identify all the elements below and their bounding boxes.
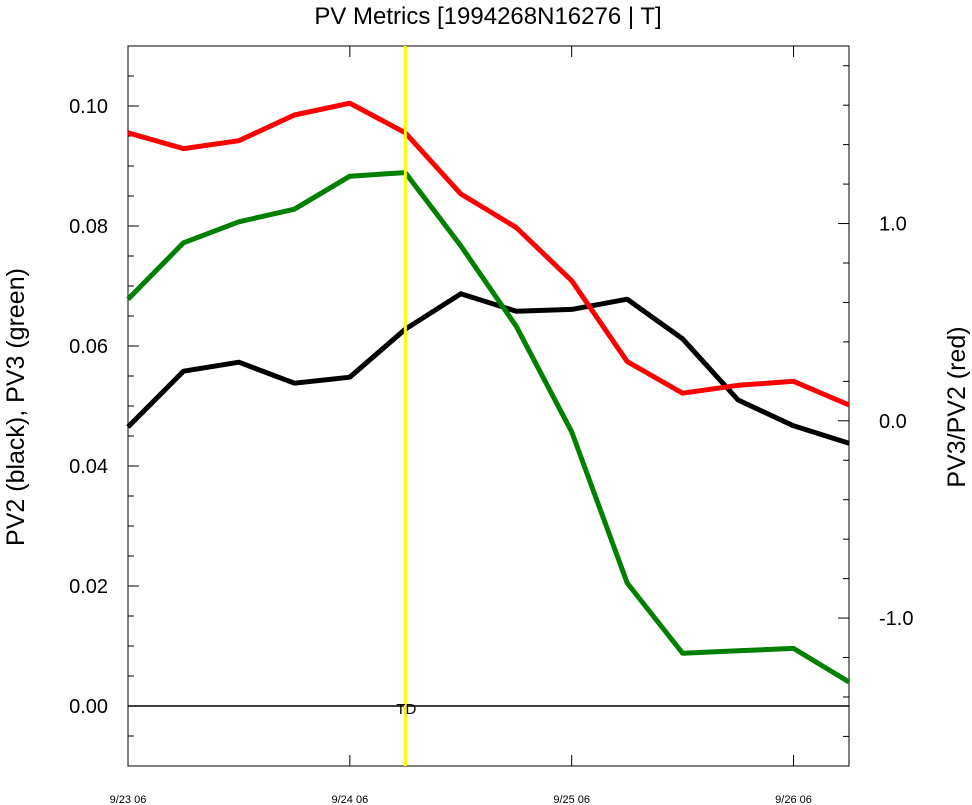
right-tick-label: 0.0 (879, 411, 907, 433)
plot-frame (127, 45, 850, 767)
left-tick-label: 0.04 (69, 456, 108, 478)
right-tick-label: -1.0 (879, 608, 913, 630)
series-lines (126, 100, 851, 685)
y-axis-label-left: PV2 (black), PV3 (green) (2, 268, 30, 546)
x-tick-label: 9/24 06 (331, 794, 368, 805)
series-line-1 (126, 170, 851, 685)
left-tick-label: 0.02 (69, 576, 108, 598)
left-tick-label: 0.10 (69, 96, 108, 118)
td-marker: TD (396, 46, 416, 766)
x-tick-label: 9/23 06 (110, 794, 147, 805)
x-tick-label: 9/25 06 (553, 794, 590, 805)
td-marker-label: TD (396, 701, 416, 718)
axis-ticks: 0.00 0.02 0.04 0.06 0.08 0.10 -1.0 0.0 1.0 9/23 0… (69, 45, 913, 805)
plot-border (127, 45, 850, 767)
series-line-2 (127, 100, 850, 408)
chart-title: PV Metrics [1994268N16276 | T] (314, 3, 661, 30)
left-tick-label: 0.08 (69, 216, 108, 238)
left-tick-label: 0.06 (69, 336, 108, 358)
left-tick-label: 0.00 (69, 696, 108, 718)
right-tick-label: 1.0 (879, 214, 907, 236)
y-axis-label-right: PV3/PV2 (red) (943, 326, 971, 487)
x-tick-label: 9/26 06 (775, 794, 812, 805)
series-line-0 (126, 291, 850, 446)
